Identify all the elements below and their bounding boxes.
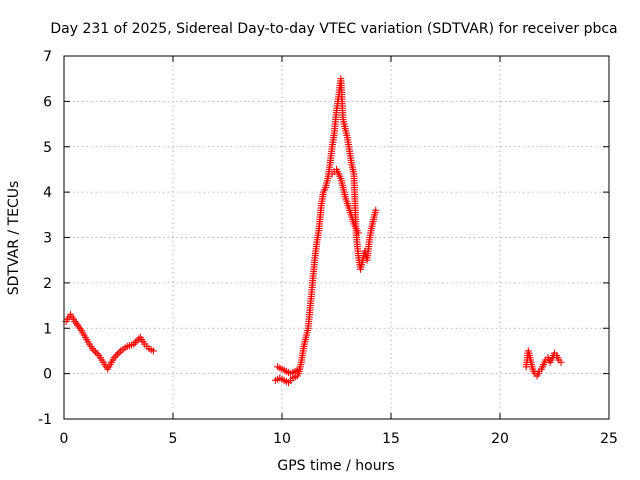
data-point-interp [113, 350, 121, 358]
data-point [130, 340, 138, 348]
x-tick-label: 10 [273, 431, 291, 447]
x-tick-label: 15 [382, 431, 400, 447]
chart-title: Day 231 of 2025, Sidereal Day-to-day VTE… [50, 21, 617, 37]
x-tick-label: 20 [491, 431, 509, 447]
data-point-interp [135, 335, 143, 343]
y-tick-label: 5 [43, 140, 52, 156]
y-tick-label: 0 [43, 367, 52, 383]
data-point-interp [131, 338, 139, 346]
tick-layer: 0 5 10 15 20 25 -1 0 1 2 3 4 5 6 7 [38, 49, 618, 447]
data-point [557, 358, 565, 366]
data-point-interp [115, 349, 123, 357]
data-point-interp [112, 352, 120, 360]
data-point-interp [92, 348, 100, 356]
data-point [295, 365, 303, 373]
y-tick-label: 2 [43, 276, 52, 292]
data-point-interp [133, 337, 141, 345]
grid-layer [64, 56, 609, 419]
y-axis-label: SDTVAR / TECUs [6, 181, 22, 296]
y-tick-label: 1 [43, 321, 52, 337]
x-tick-label: 5 [169, 431, 178, 447]
data-point [88, 345, 96, 353]
data-point [110, 354, 118, 362]
data-point [372, 206, 380, 214]
data-point [354, 229, 362, 237]
data-point [149, 347, 157, 355]
data-layer [62, 75, 565, 387]
y-tick-label: 7 [43, 49, 52, 65]
x-axis-label: GPS time / hours [277, 458, 394, 474]
y-tick-label: 3 [43, 231, 52, 247]
y-tick-label: 4 [43, 185, 52, 201]
data-point-interp [90, 346, 98, 354]
x-tick-label: 25 [600, 431, 618, 447]
data-point-interp [93, 350, 101, 358]
y-tick-label: 6 [43, 94, 52, 110]
y-tick-label: -1 [38, 412, 52, 428]
x-tick-label: 0 [60, 431, 69, 447]
